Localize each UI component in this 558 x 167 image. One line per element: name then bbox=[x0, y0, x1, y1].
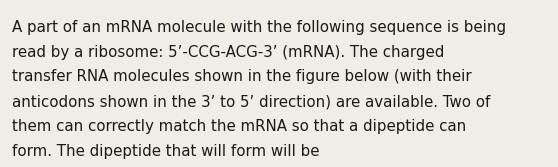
Text: form. The dipeptide that will form will be: form. The dipeptide that will form will … bbox=[12, 144, 320, 159]
Text: read by a ribosome: 5’-CCG-ACG-3’ (mRNA). The charged: read by a ribosome: 5’-CCG-ACG-3’ (mRNA)… bbox=[12, 45, 445, 60]
Text: transfer RNA molecules shown in the figure below (with their: transfer RNA molecules shown in the figu… bbox=[12, 69, 472, 85]
Text: A part of an mRNA molecule with the following sequence is being: A part of an mRNA molecule with the foll… bbox=[12, 20, 507, 35]
Text: them can correctly match the mRNA so that a dipeptide can: them can correctly match the mRNA so tha… bbox=[12, 119, 466, 134]
Text: anticodons shown in the 3’ to 5’ direction) are available. Two of: anticodons shown in the 3’ to 5’ directi… bbox=[12, 94, 490, 109]
